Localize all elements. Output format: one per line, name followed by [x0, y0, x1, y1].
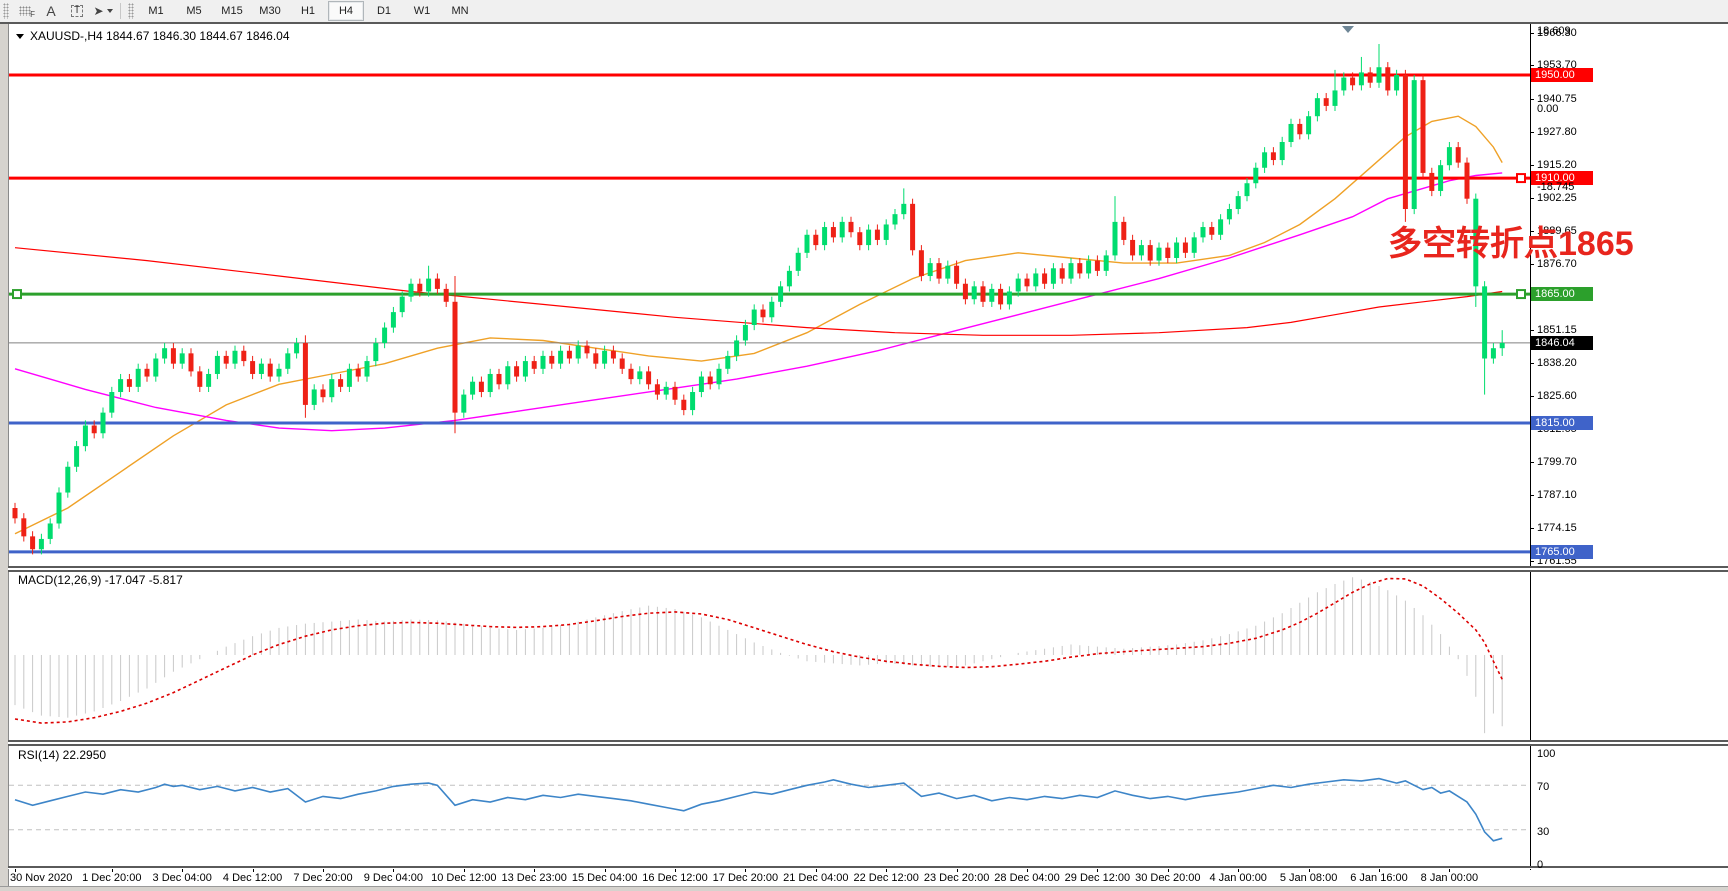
timeframe-button-m1[interactable]: M1 [148, 5, 164, 17]
rsi-label: RSI(14) 22.2950 [18, 748, 107, 762]
ma-slow-red [14, 247, 1503, 336]
time-axis-label: 4 Jan 00:00 [1209, 872, 1267, 884]
axis-tick-label: 0 [1537, 859, 1544, 871]
axis-tick-label: 1774.15 [1537, 522, 1577, 535]
ma-mid-magenta [14, 172, 1503, 432]
axis-tick-label: 1915.20 [1537, 158, 1577, 171]
time-axis[interactable]: 30 Nov 2020 1 Dec 20:00 3 Dec 04:00 4 Dec 1… [9, 869, 1530, 886]
price-axis[interactable]: 1966.30 1953.70 1940.75 1927.80 1915.20 1902.… [1530, 24, 1728, 871]
macd-pane[interactable] [9, 572, 1530, 740]
chart-frame: 1966.30 1953.70 1940.75 1927.80 1915.20 1902.… [0, 22, 1728, 891]
crosshair-grid-icon[interactable]: F [13, 2, 37, 20]
axis-tick-label: 1838.20 [1537, 357, 1577, 370]
toolbar-grip[interactable] [3, 3, 9, 19]
price-level-tag: 1910.00 [1531, 171, 1593, 186]
window-left-edge [0, 24, 9, 888]
axis-tick-label: 1787.10 [1537, 488, 1577, 501]
price-axis-border [1530, 24, 1531, 870]
timeframe-button-mn[interactable]: MN [451, 5, 469, 17]
time-axis-label: 16 Dec 12:00 [642, 872, 708, 884]
chart-text-annotation[interactable]: 多空转折点1865 [1388, 225, 1634, 263]
chart-shift-marker-icon[interactable] [1342, 26, 1354, 33]
macd-label: MACD(12,26,9) -17.047 -5.817 [18, 573, 183, 587]
price-level-tag: 1815.00 [1531, 415, 1593, 430]
time-axis-label: 15 Dec 04:00 [571, 872, 638, 884]
time-axis-label: 9 Dec 04:00 [363, 872, 424, 884]
toolbar-grip[interactable] [128, 3, 134, 19]
price-level-tag: 1950.00 [1531, 67, 1593, 82]
price-level-tag: 1865.00 [1531, 287, 1593, 302]
axis-tick-label: -18.745 [1537, 181, 1575, 194]
macd-signal-line [14, 577, 1503, 724]
time-axis-label: 5 Jan 08:00 [1279, 872, 1338, 884]
chart-title-text: XAUUSD-,H4 1844.67 1846.30 1844.67 1846.… [30, 29, 290, 43]
timeframe-button-h4[interactable]: H4 [328, 1, 364, 21]
axis-tick-label: 1825.60 [1537, 389, 1577, 402]
time-axis-label: 7 Dec 20:00 [293, 872, 353, 884]
time-axis-label: 30 Dec 20:00 [1135, 872, 1201, 884]
candles-layer [12, 44, 1505, 555]
chart-title: XAUUSD-,H4 1844.67 1846.30 1844.67 1846.… [16, 29, 290, 43]
axis-tick-label: 1876.70 [1537, 257, 1577, 270]
time-axis-label: 3 Dec 04:00 [152, 872, 212, 884]
chart-menu-arrow-icon[interactable] [16, 33, 24, 39]
axis-tick-label: 1799.70 [1537, 456, 1577, 469]
axis-tick-label: 70 [1537, 781, 1550, 794]
price-level-tag: 1846.04 [1531, 335, 1593, 350]
pane-separator [8, 866, 1728, 869]
axis-tick-label: 1966.30 [1537, 26, 1577, 39]
price-level-tag: 1765.00 [1531, 544, 1593, 559]
time-axis-label: 13 Dec 23:00 [501, 872, 567, 884]
timeframe-button-d1[interactable]: D1 [376, 5, 392, 17]
hline-handle-left[interactable] [12, 289, 22, 300]
arrow-tool-icon[interactable]: ➤ [91, 2, 115, 20]
text-insert-icon[interactable]: A [46, 3, 56, 19]
axis-tick-label: 30 [1537, 825, 1550, 838]
text-label-icon[interactable]: T [65, 2, 89, 20]
time-axis-label: 4 Dec 12:00 [222, 872, 283, 884]
axis-tick-label: 1889.65 [1537, 224, 1577, 237]
time-axis-label: 30 Nov 2020 [10, 872, 73, 884]
timeframe-button-m5[interactable]: M5 [186, 5, 202, 17]
time-axis-label: 17 Dec 20:00 [712, 872, 779, 884]
toolbar-separator [120, 3, 121, 19]
hline-handle-right[interactable] [1516, 289, 1526, 300]
time-axis-label: 1 Dec 20:00 [82, 872, 142, 884]
axis-tick-label: 0.00 [1537, 103, 1559, 115]
hline-handle-right[interactable] [1516, 173, 1526, 184]
time-axis-label: 6 Jan 16:00 [1350, 872, 1408, 884]
time-axis-label: 10 Dec 12:00 [431, 872, 497, 884]
axis-tick-label: 18.609 [1537, 25, 1571, 38]
time-axis-label: 23 Dec 20:00 [923, 872, 990, 884]
axis-tick-label: 1927.80 [1537, 126, 1577, 139]
time-axis-label: 8 Jan 00:00 [1420, 872, 1479, 884]
rsi-pane[interactable] [9, 746, 1530, 866]
arrow-tool-caret-icon[interactable] [106, 9, 113, 13]
axis-tick-label: 100 [1537, 748, 1556, 760]
time-axis-label: 28 Dec 04:00 [994, 872, 1060, 884]
pane-separator[interactable] [8, 740, 1728, 746]
window-bottom-edge [0, 886, 1728, 891]
time-axis-label: 22 Dec 12:00 [853, 872, 919, 884]
pane-separator[interactable] [8, 566, 1728, 572]
time-axis-label: 29 Dec 12:00 [1064, 872, 1131, 884]
rsi-line [14, 777, 1503, 842]
timeframe-button-h1[interactable]: H1 [300, 5, 316, 17]
timeframe-button-m30[interactable]: M30 [259, 5, 281, 17]
time-axis-label: 21 Dec 04:00 [783, 872, 849, 884]
toolbar: F A T ➤ M1 M5 M15 M30 H1 H4 D1 W1 MN [0, 0, 1728, 23]
timeframe-button-w1[interactable]: W1 [413, 5, 431, 17]
axis-tick-label: 1902.25 [1537, 192, 1577, 205]
axis-tick-label: 1940.75 [1537, 92, 1577, 105]
axis-tick-label: 1851.15 [1537, 323, 1577, 336]
timeframe-buttons: M1 M5 M15 M30 H1 H4 D1 W1 MN [137, 1, 479, 21]
main-chart-pane[interactable] [9, 26, 1530, 566]
timeframe-button-m15[interactable]: M15 [221, 5, 243, 17]
